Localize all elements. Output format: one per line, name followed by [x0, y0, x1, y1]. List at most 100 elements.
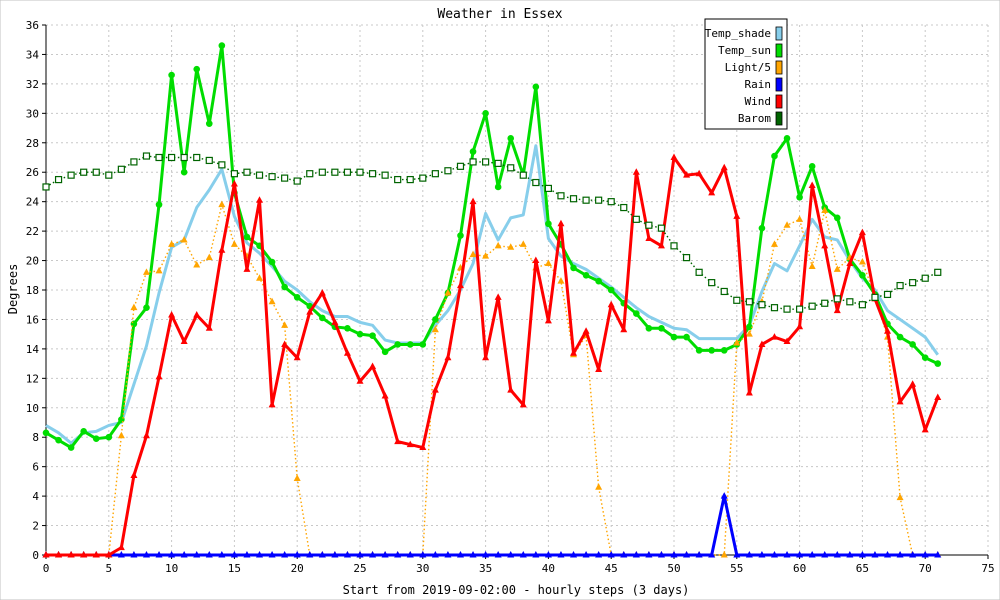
data-point-rain — [293, 551, 301, 558]
data-point-rain — [683, 551, 691, 558]
data-point-light-5 — [858, 258, 866, 265]
data-point-rain — [482, 551, 490, 558]
data-point-barom — [155, 153, 163, 162]
data-point-rain — [745, 551, 753, 558]
data-point-temp-sun — [394, 341, 401, 348]
y-tick-label: 14 — [26, 343, 40, 356]
data-point-rain — [431, 551, 439, 558]
data-point-wind — [896, 397, 904, 405]
data-point-barom — [808, 302, 816, 310]
y-tick-label: 0 — [32, 549, 39, 562]
data-point-temp-sun — [293, 294, 301, 301]
x-tick-label: 45 — [605, 562, 618, 575]
data-point-rain — [318, 551, 326, 558]
data-point-wind — [406, 440, 414, 448]
data-point-temp-sun — [356, 330, 364, 338]
data-point-temp-sun — [645, 324, 653, 332]
data-point-temp-sun — [833, 214, 841, 222]
data-point-wind — [444, 353, 452, 361]
data-point-temp-sun — [595, 277, 602, 285]
data-point-temp-sun — [469, 148, 477, 155]
data-point-barom — [105, 171, 113, 179]
data-point-light-5 — [896, 493, 904, 501]
data-point-barom — [909, 279, 917, 287]
y-tick-label: 26 — [26, 166, 39, 179]
data-point-rain — [884, 551, 892, 558]
data-point-rain — [595, 551, 603, 558]
data-point-barom — [682, 254, 691, 262]
data-point-rain — [193, 551, 201, 558]
data-point-barom — [92, 168, 100, 176]
data-point-barom — [544, 184, 553, 193]
data-point-rain — [444, 551, 452, 558]
data-point-light-5 — [783, 221, 791, 228]
data-point-barom — [557, 192, 565, 200]
data-point-light-5 — [808, 262, 816, 269]
data-point-light-5 — [494, 241, 502, 249]
data-point-barom — [595, 196, 603, 204]
data-point-wind — [557, 219, 565, 227]
data-point-wind — [657, 241, 665, 249]
data-point-barom — [469, 158, 477, 166]
data-point-barom — [368, 170, 377, 178]
data-point-wind — [243, 265, 251, 272]
data-point-barom — [821, 299, 829, 307]
legend: Temp_shade Temp_sun Light/5 Rain Wind Barom — [704, 18, 788, 130]
x-tick-label: 30 — [416, 562, 429, 575]
x-tick-label: 65 — [856, 562, 869, 575]
data-point-temp-sun — [532, 83, 540, 91]
legend-label-rain: Rain — [745, 78, 772, 91]
data-point-rain — [770, 551, 778, 558]
data-point-barom — [142, 152, 151, 160]
x-axis-label: Start from 2019-09-02:00 - hourly steps … — [343, 583, 690, 597]
data-point-barom — [406, 175, 414, 184]
y-tick-label: 10 — [26, 402, 39, 415]
legend-label-temp-sun: Temp_sun — [718, 44, 771, 57]
data-point-light-5 — [469, 250, 477, 258]
data-point-temp-sun — [683, 333, 690, 341]
data-point-rain — [934, 551, 942, 558]
data-point-rain — [620, 551, 628, 558]
x-tick-label: 35 — [479, 562, 492, 575]
series-rain — [42, 492, 942, 558]
data-point-wind — [80, 551, 88, 558]
data-point-temp-sun — [218, 42, 226, 49]
data-point-barom — [783, 305, 791, 313]
data-point-barom — [243, 168, 251, 176]
data-point-barom — [569, 195, 578, 203]
data-point-temp-sun — [934, 360, 942, 367]
data-point-light-5 — [193, 260, 201, 268]
data-point-wind — [281, 340, 289, 347]
data-point-temp-sun — [582, 271, 590, 279]
series-line-light-5 — [46, 203, 938, 556]
data-point-barom — [218, 161, 226, 169]
data-point-temp-sun — [105, 433, 113, 441]
data-point-barom — [670, 242, 678, 250]
data-point-rain — [243, 551, 251, 558]
data-point-temp-sun — [143, 304, 150, 311]
data-point-light-5 — [130, 303, 138, 311]
series-line-temp-sun — [45, 44, 939, 450]
grid — [46, 24, 989, 555]
data-point-barom — [306, 170, 314, 178]
data-point-temp-sun — [670, 333, 678, 341]
data-point-light-5 — [117, 431, 125, 439]
legend-box — [704, 18, 788, 130]
data-point-rain — [632, 551, 640, 558]
y-tick-label: 36 — [26, 19, 39, 32]
data-point-light-5 — [205, 253, 213, 261]
data-point-barom — [130, 158, 138, 166]
data-point-rain — [168, 551, 176, 558]
data-point-wind — [909, 380, 917, 387]
data-point-barom — [80, 168, 88, 176]
data-point-temp-sun — [658, 324, 665, 332]
data-point-wind — [821, 241, 829, 249]
data-point-rain — [695, 551, 703, 558]
data-point-barom — [117, 165, 125, 173]
data-point-temp-sun — [205, 120, 213, 127]
data-point-temp-sun — [695, 347, 703, 354]
data-point-rain — [544, 551, 552, 558]
data-point-barom — [770, 304, 779, 312]
data-point-wind — [783, 337, 791, 345]
data-point-light-5 — [557, 277, 565, 284]
